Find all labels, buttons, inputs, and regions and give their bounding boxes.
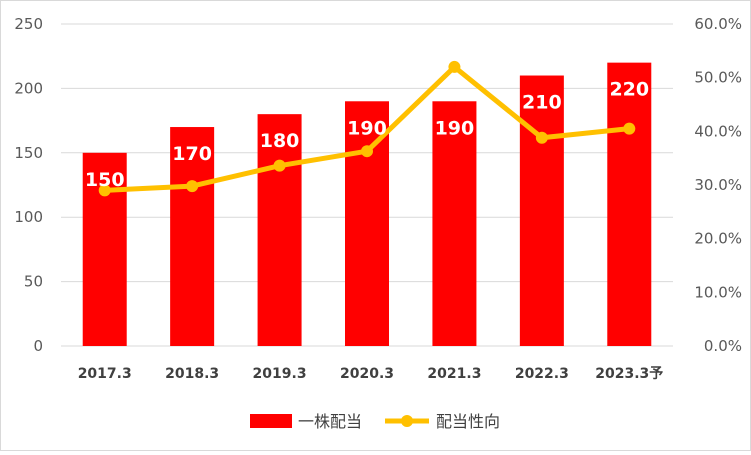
bar-data-label: 210 — [522, 92, 562, 114]
x-axis-ticks: 2017.3 2018.3 2019.3 2020.3 2021.3 2022.3 2023… — [78, 366, 664, 382]
right-tick-label: 30.0% — [694, 176, 742, 194]
left-tick-label: 100 — [14, 208, 43, 226]
legend-swatch-bar — [250, 414, 292, 428]
bar-data-label: 150 — [85, 169, 125, 191]
bar — [345, 101, 389, 346]
bar-data-label: 220 — [609, 79, 649, 101]
left-tick-label: 50 — [24, 273, 43, 291]
left-tick-label: 150 — [14, 144, 43, 162]
bar-data-label: 190 — [347, 117, 387, 139]
x-tick-label: 2023.3予 — [595, 366, 663, 382]
bar — [432, 101, 477, 346]
x-tick-label: 2022.3 — [515, 366, 569, 382]
x-tick-label: 2017.3 — [78, 366, 132, 382]
bar-data-labels: 150 170 180 190 190 210 220 — [85, 79, 649, 191]
left-tick-label: 0 — [33, 337, 43, 355]
right-tick-label: 60.0% — [694, 15, 742, 33]
bar-data-label: 180 — [260, 130, 300, 152]
line-point — [535, 131, 548, 144]
right-tick-label: 0.0% — [704, 337, 742, 355]
line-point — [361, 145, 373, 158]
legend: 一株配当 配当性向 — [250, 412, 500, 431]
bar-data-label: 170 — [172, 143, 212, 165]
x-tick-label: 2021.3 — [427, 366, 481, 382]
right-tick-label: 10.0% — [694, 283, 742, 301]
bar-series — [82, 62, 652, 347]
legend-swatch-marker — [401, 415, 413, 427]
line-point — [623, 122, 636, 135]
right-tick-label: 50.0% — [694, 69, 742, 87]
right-axis-ticks: 0.0% 10.0% 20.0% 30.0% 40.0% 50.0% 60.0% — [694, 15, 742, 355]
line-point — [273, 159, 286, 172]
line-point — [98, 184, 111, 197]
bar — [257, 114, 302, 346]
bar — [519, 75, 564, 347]
right-tick-label: 20.0% — [694, 230, 742, 248]
line-point — [448, 60, 461, 73]
right-tick-label: 40.0% — [694, 122, 742, 140]
x-tick-label: 2018.3 — [165, 366, 219, 382]
line-series — [98, 60, 636, 197]
left-tick-label: 250 — [14, 15, 43, 33]
x-tick-label: 2019.3 — [253, 366, 307, 382]
x-tick-label: 2020.3 — [340, 366, 394, 382]
bar — [607, 62, 652, 346]
legend-label-line: 配当性向 — [436, 412, 500, 431]
bar — [170, 127, 215, 346]
left-tick-label: 200 — [14, 79, 43, 97]
left-axis-ticks: 0 50 100 150 200 250 — [14, 15, 43, 355]
legend-label-bar: 一株配当 — [298, 412, 362, 431]
line-point — [186, 180, 199, 193]
bar-data-label: 190 — [435, 117, 475, 139]
